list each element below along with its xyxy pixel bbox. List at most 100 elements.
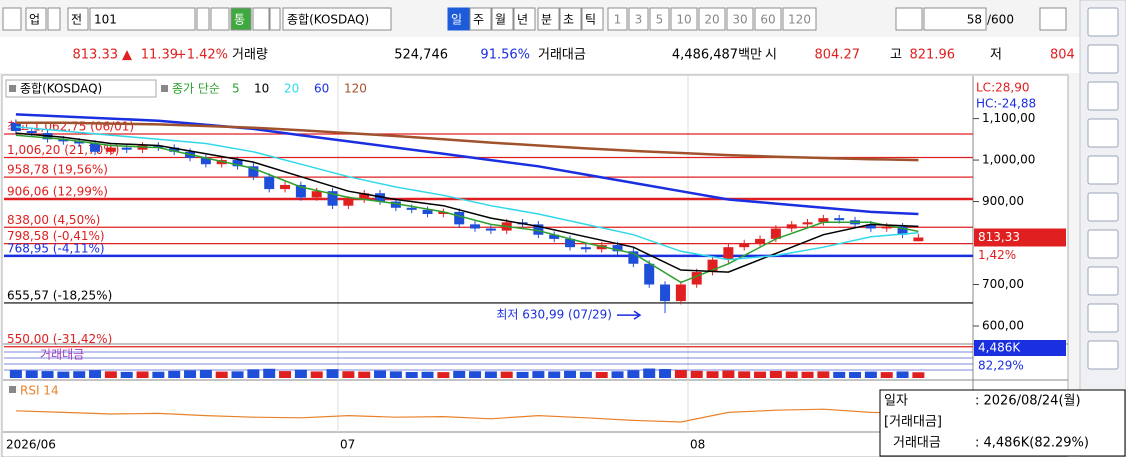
y-tick-label: 700,00 xyxy=(982,277,1024,291)
button[interactable] xyxy=(2,7,22,31)
button[interactable] xyxy=(559,7,582,31)
button[interactable] xyxy=(269,7,281,31)
side-button[interactable] xyxy=(1087,118,1119,148)
volume-bar xyxy=(152,371,165,378)
volume-bar xyxy=(310,371,323,378)
volume-bar xyxy=(659,369,672,378)
legend-icon xyxy=(9,386,16,393)
quote-price: 813.33 xyxy=(73,48,119,63)
button[interactable] xyxy=(513,7,536,31)
quote-bar xyxy=(0,37,1080,73)
side-button[interactable] xyxy=(1087,155,1119,185)
volume-bar xyxy=(326,369,339,378)
candle-body xyxy=(295,184,306,198)
side-button[interactable] xyxy=(1087,229,1119,259)
candle-body xyxy=(454,211,465,225)
volume-bar xyxy=(674,370,687,378)
volume-bar xyxy=(247,369,260,378)
side-button[interactable] xyxy=(1087,303,1119,333)
quote-volume-ratio: 91.56% xyxy=(480,48,530,63)
candle-body xyxy=(390,201,401,208)
candle-body xyxy=(818,218,829,223)
candle-body xyxy=(105,147,116,152)
volume-bar xyxy=(231,371,244,378)
quote-change-pct: +1.42% xyxy=(176,48,228,63)
button[interactable] xyxy=(782,7,817,31)
button[interactable] xyxy=(726,7,754,31)
low-arrow xyxy=(617,310,642,320)
side-button[interactable] xyxy=(1087,340,1119,370)
side-button[interactable] xyxy=(1087,192,1119,222)
candle-body xyxy=(834,218,845,221)
candle-body xyxy=(628,251,639,264)
button[interactable] xyxy=(230,7,252,31)
button[interactable] xyxy=(581,7,604,31)
quote-volume-label: 거래량 xyxy=(232,48,268,63)
quote-value-label: 거래대금 xyxy=(538,48,586,63)
button[interactable] xyxy=(252,7,270,31)
volume-bar xyxy=(579,371,592,378)
low-annotation: 최저 630,99 (07/29) xyxy=(496,308,612,322)
candle-body xyxy=(169,147,180,152)
button[interactable] xyxy=(282,7,392,31)
button[interactable] xyxy=(698,7,726,31)
button[interactable] xyxy=(923,7,987,31)
volume-bar xyxy=(516,371,529,378)
volume-bar xyxy=(469,371,482,378)
button[interactable] xyxy=(537,7,560,31)
side-button[interactable] xyxy=(1087,266,1119,296)
y-tick-label: 1,000,00 xyxy=(982,153,1035,167)
volume-bar xyxy=(595,371,608,378)
quote-low: 804 xyxy=(1050,48,1075,63)
side-button[interactable] xyxy=(1087,7,1119,37)
candle-body xyxy=(660,284,671,302)
interval-button: 1 xyxy=(614,13,622,27)
side-toolbar xyxy=(1079,0,1126,457)
button[interactable] xyxy=(754,7,782,31)
volume-bar xyxy=(484,371,497,378)
tooltip-value-label: 거래대금 xyxy=(893,436,941,451)
button[interactable] xyxy=(210,7,230,31)
button[interactable] xyxy=(607,7,628,31)
button[interactable] xyxy=(89,7,196,31)
volume-bar xyxy=(41,371,54,378)
candle-body xyxy=(10,122,21,132)
candle-body xyxy=(438,211,449,214)
button[interactable] xyxy=(25,7,47,31)
button[interactable] xyxy=(670,7,698,31)
button[interactable] xyxy=(196,7,210,31)
volume-bar xyxy=(548,371,561,378)
side-button[interactable] xyxy=(1087,81,1119,111)
button[interactable] xyxy=(447,7,470,31)
candle-body xyxy=(470,224,481,229)
button[interactable] xyxy=(1039,7,1067,31)
volume-bar xyxy=(896,371,909,378)
volume-last-box xyxy=(974,340,1066,356)
candle-body xyxy=(723,247,734,260)
volume-bar xyxy=(801,371,814,378)
candle-body xyxy=(897,226,908,235)
tooltip-date: : 2026/08/24(월) xyxy=(975,394,1081,409)
candle-body xyxy=(549,234,560,239)
candle-body xyxy=(770,228,781,239)
volume-bar xyxy=(104,371,117,378)
button[interactable] xyxy=(628,7,649,31)
button[interactable] xyxy=(491,7,514,31)
candle-body xyxy=(232,160,243,167)
button[interactable] xyxy=(67,7,89,31)
button[interactable] xyxy=(47,7,61,31)
candle-body xyxy=(280,184,291,190)
button[interactable] xyxy=(895,7,923,31)
candle-body xyxy=(707,259,718,273)
candle-body xyxy=(74,141,85,144)
y-tick-label: 1,100,00 xyxy=(982,111,1035,125)
side-button[interactable] xyxy=(1087,44,1119,74)
interval-button: 5 xyxy=(656,13,664,27)
market-label: 업 xyxy=(29,13,40,27)
button[interactable] xyxy=(469,7,492,31)
button[interactable] xyxy=(649,7,670,31)
volume-bar xyxy=(564,370,577,378)
x-tick-label: 2026/06 xyxy=(6,438,56,452)
candle-body xyxy=(786,224,797,229)
